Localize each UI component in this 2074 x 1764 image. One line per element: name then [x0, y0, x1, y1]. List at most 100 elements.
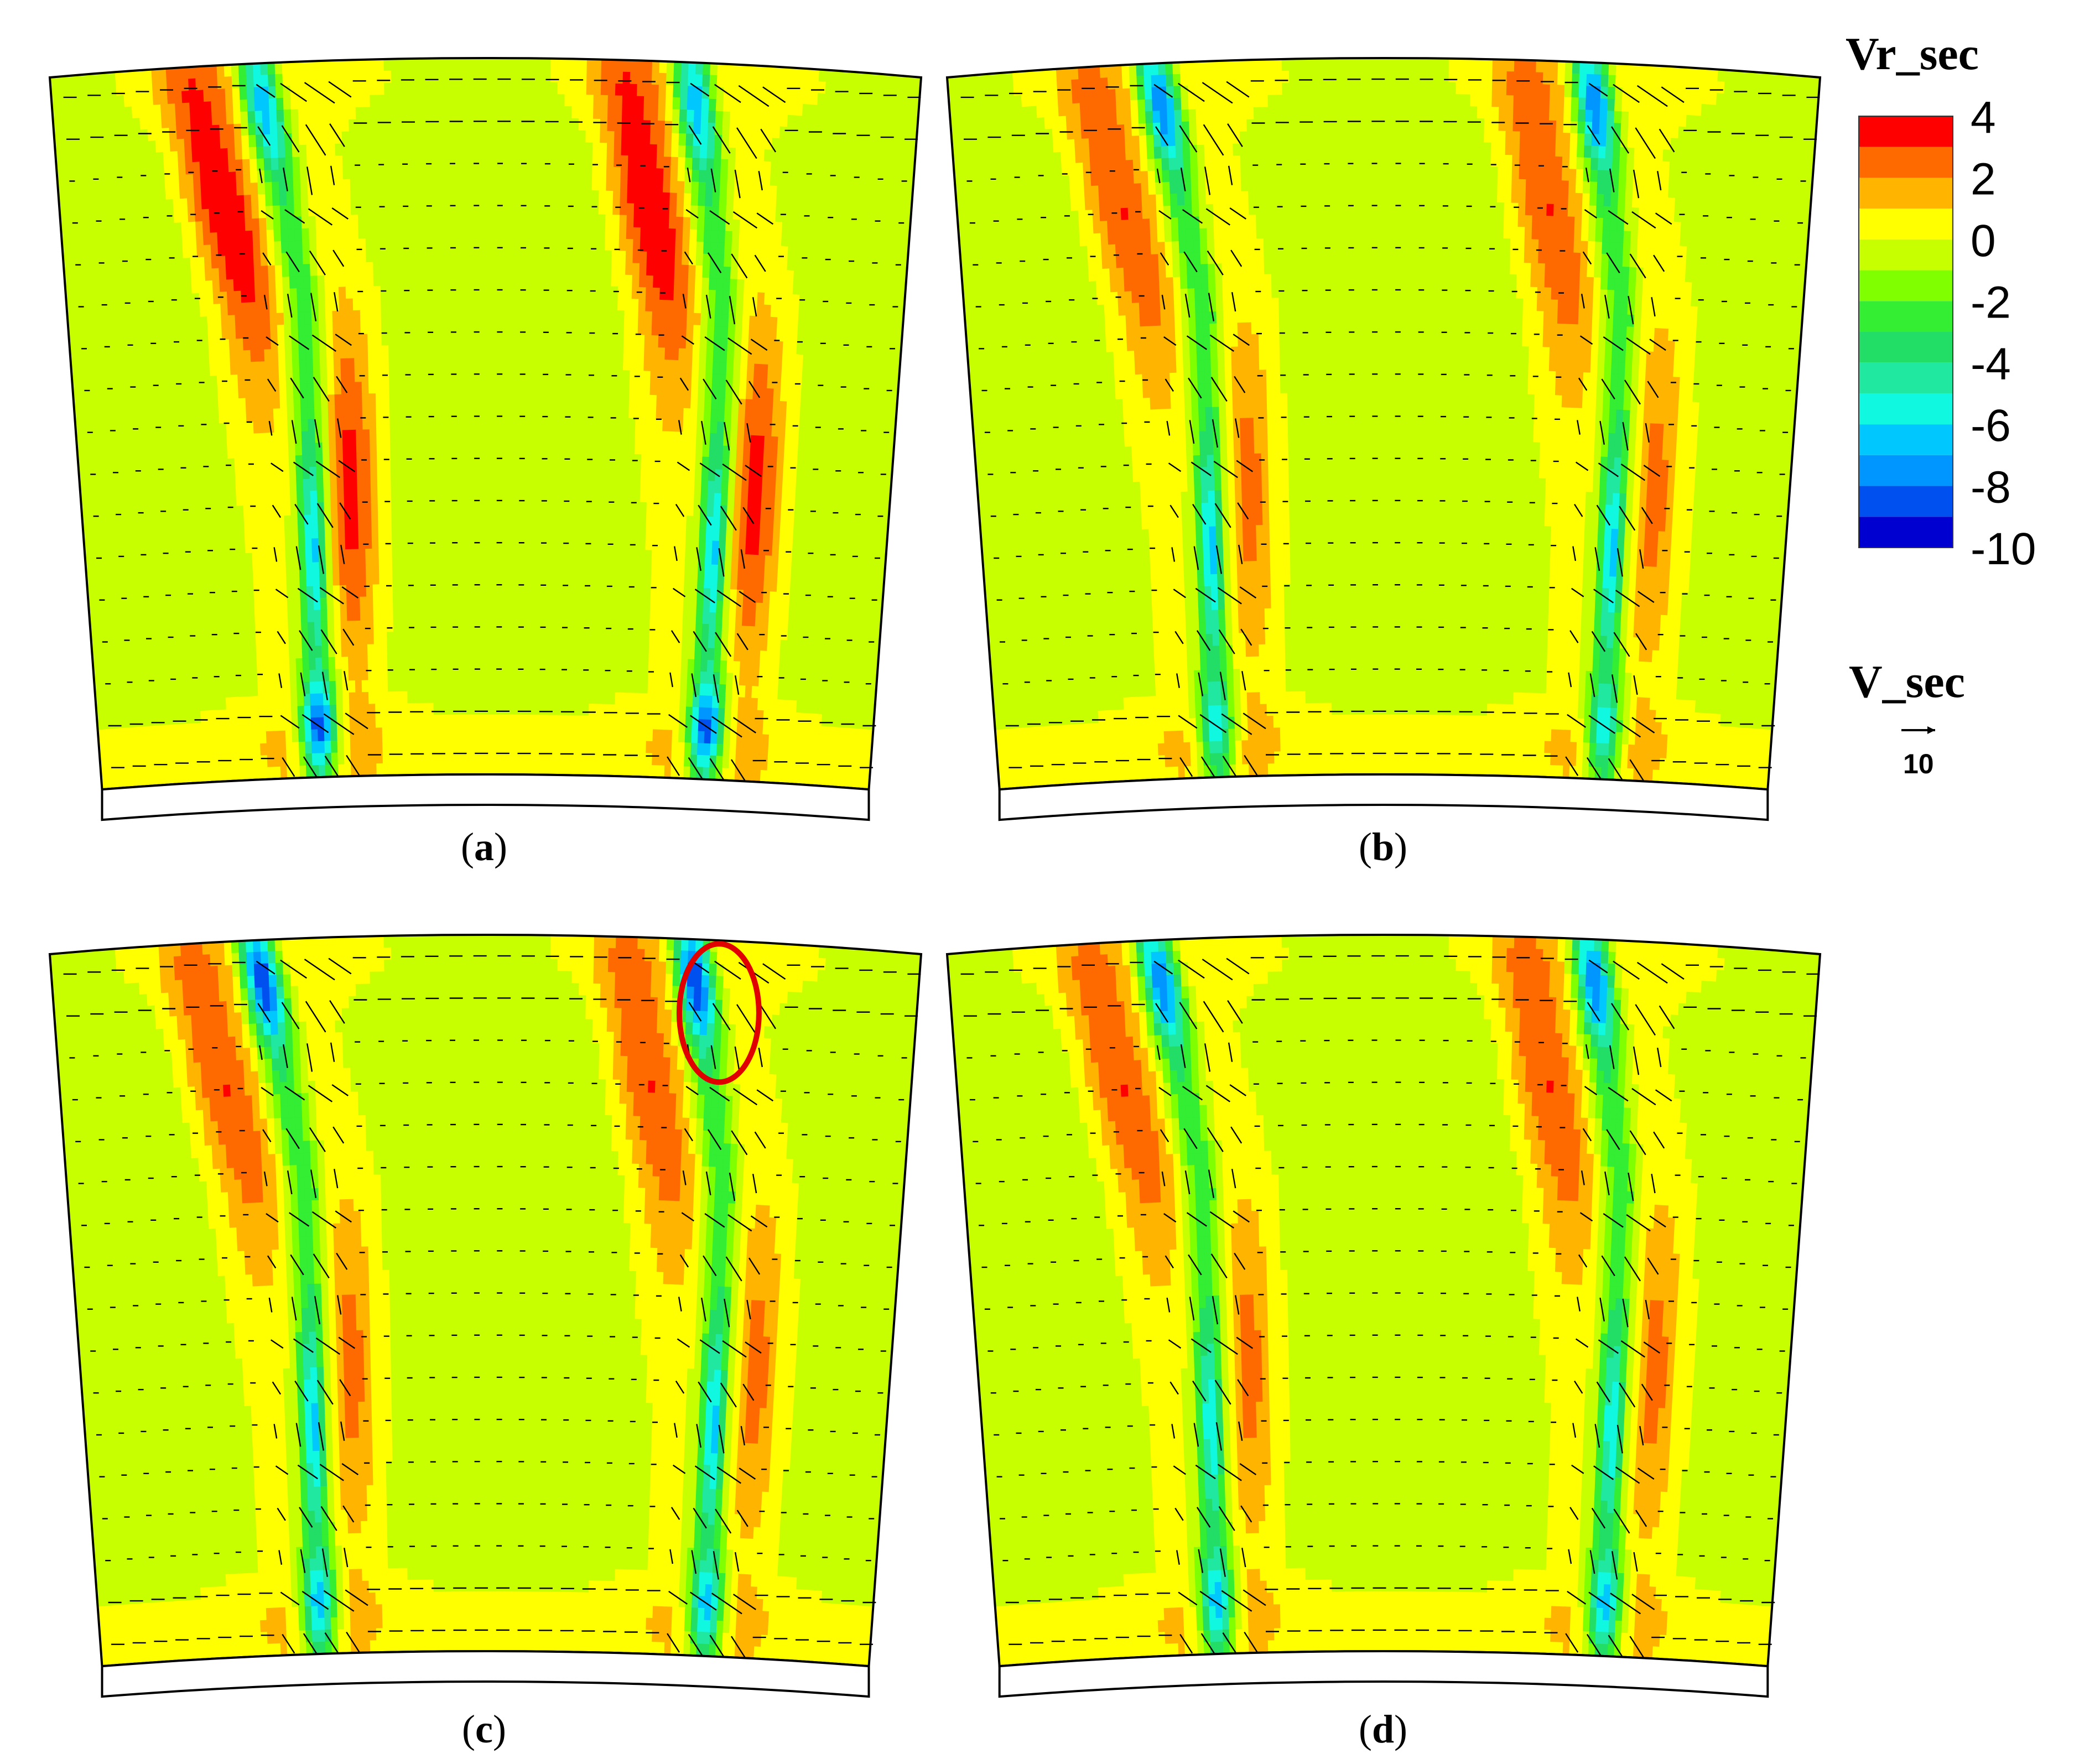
contour-cell: [707, 134, 715, 148]
contour-cell: [663, 383, 672, 397]
contour-cell: [864, 144, 874, 158]
contour-cell: [266, 397, 274, 410]
contour-cell: [518, 511, 526, 524]
contour-cell: [846, 321, 855, 335]
contour-cell: [465, 535, 472, 548]
contour-cell: [638, 525, 647, 539]
contour-cell: [777, 448, 785, 462]
contour-cell: [227, 315, 236, 328]
contour-cell: [505, 487, 513, 501]
contour-cell: [309, 466, 317, 480]
contour-cell: [298, 108, 306, 122]
contour-cell: [406, 94, 414, 107]
contour-cell: [241, 457, 249, 471]
contour-cell: [139, 356, 148, 369]
contour-cell: [547, 332, 555, 346]
contour-cell: [295, 252, 304, 265]
contour-cell: [559, 512, 566, 525]
contour-cell: [506, 380, 513, 393]
contour-cell: [299, 168, 308, 181]
contour-cell: [838, 452, 846, 466]
contour-cell: [513, 249, 521, 262]
contour-cell: [388, 357, 397, 370]
contour-cell: [269, 110, 278, 123]
contour-cell: [485, 487, 493, 500]
contour-cell: [652, 526, 660, 539]
contour-cell: [860, 96, 869, 110]
contour-cell: [137, 535, 145, 549]
contour-cell: [471, 177, 479, 190]
contour-cell: [802, 235, 810, 248]
contour-cell: [67, 218, 76, 232]
contour-cell: [625, 274, 633, 288]
contour-cell: [726, 350, 735, 363]
contour-cell: [583, 297, 590, 310]
contour-cell: [757, 292, 766, 305]
contour-cell: [471, 428, 479, 441]
contour-cell: [813, 164, 822, 178]
contour-cell: [211, 112, 220, 126]
contour-cell: [839, 429, 848, 442]
contour-cell: [425, 535, 433, 549]
contour-cell: [768, 197, 777, 211]
contour-cell: [876, 384, 885, 397]
contour-cell: [779, 257, 788, 271]
contour-cell: [631, 310, 639, 324]
contour-cell: [219, 434, 228, 448]
contour-cell: [223, 518, 232, 531]
contour-cell: [799, 294, 807, 308]
contour-cell: [605, 214, 614, 227]
contour-cell: [763, 149, 772, 163]
contour-cell: [179, 437, 187, 450]
contour-cell: [444, 464, 452, 477]
contour-cell: [800, 390, 809, 403]
contour-cell: [241, 290, 249, 304]
contour-cell: [235, 171, 244, 184]
contour-cell: [331, 513, 339, 527]
contour-cell: [374, 321, 382, 335]
contour-cell: [174, 91, 183, 104]
contour-cell: [294, 204, 302, 217]
contour-cell: [857, 251, 866, 264]
contour-cell: [478, 141, 486, 154]
contour-cell: [443, 249, 451, 262]
contour-cell: [374, 333, 382, 346]
contour-cell: [698, 384, 706, 398]
contour-cell: [118, 118, 127, 132]
contour-cell: [464, 117, 472, 131]
contour-cell: [695, 74, 703, 87]
contour-cell: [730, 267, 739, 280]
contour-cell: [885, 265, 893, 278]
contour-cell: [150, 426, 159, 440]
contour-cell: [637, 60, 646, 73]
contour-cell: [124, 548, 133, 561]
contour-cell: [130, 321, 139, 334]
contour-cell: [855, 394, 864, 407]
contour-cell: [833, 189, 842, 203]
contour-cell: [131, 332, 139, 346]
contour-cell: [659, 502, 668, 516]
contour-cell: [429, 261, 437, 274]
contour-cell: [695, 253, 704, 267]
contour-cell: [782, 210, 791, 223]
contour-cell: [261, 456, 269, 470]
contour-cell: [687, 289, 695, 302]
contour-cell: [131, 548, 139, 561]
contour-cell: [666, 73, 674, 86]
contour-cell: [786, 127, 795, 140]
contour-cell: [822, 368, 831, 381]
contour-cell: [339, 298, 347, 311]
contour-cell: [78, 372, 87, 386]
contour-cell: [700, 480, 709, 493]
contour-cell: [668, 443, 676, 456]
contour-cell: [851, 238, 860, 252]
contour-cell: [117, 537, 125, 550]
contour-cell: [813, 403, 822, 417]
contour-cell: [251, 385, 260, 398]
contour-cell: [140, 368, 149, 381]
contour-cell: [352, 262, 360, 275]
contour-cell: [773, 102, 782, 115]
contour-cell: [787, 258, 795, 271]
contour-cell: [548, 237, 557, 250]
contour-cell: [574, 381, 582, 394]
